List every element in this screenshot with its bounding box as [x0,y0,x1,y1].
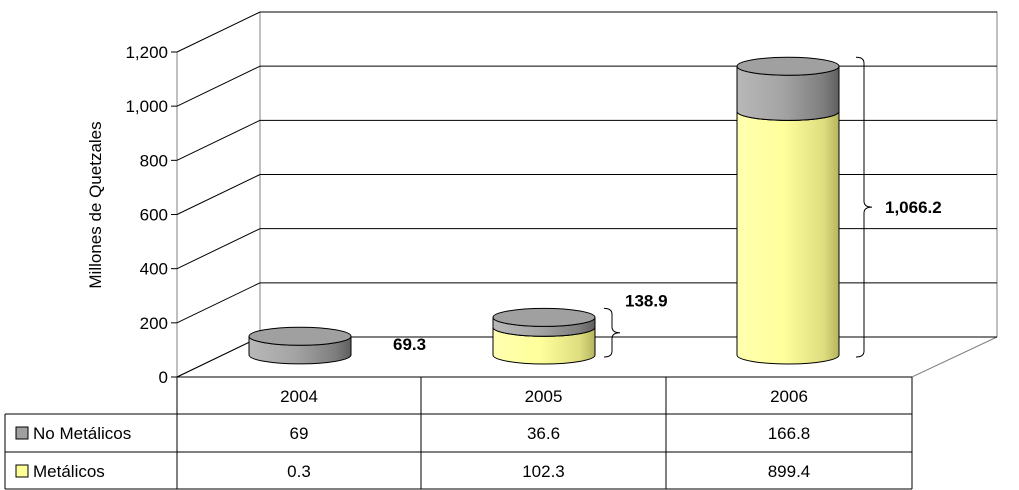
bar-metalicos-2006-side [736,111,840,365]
bars [248,56,840,365]
total-label-2004: 69.3 [393,335,426,354]
table-header-2004: 2004 [280,387,318,406]
y-tick-label: 600 [140,206,168,225]
brace-2006 [855,56,873,358]
y-tick-label: 400 [140,260,168,279]
y-tick-label: 1,200 [125,43,168,62]
legend-label: No Metálicos [33,424,131,443]
y-tick-label: 1,000 [125,97,168,116]
table-cell: 36.6 [527,424,560,443]
y-axis-label: Millones de Quetzales [86,121,105,288]
grid-lines [176,11,997,378]
brace-2005 [603,307,621,358]
table-cell: 69 [290,424,309,443]
y-axis-ticks: 0 200 400 600 800 1,000 1,200 [125,43,177,387]
legend-label: Metálicos [33,462,105,481]
total-label-2005: 138.9 [625,291,668,310]
table-header-2006: 2006 [770,387,808,406]
bar-no-metalicos-2005 [492,307,596,337]
bar-metalicos-2006 [736,101,840,365]
bar-no-metalicos-2004 [248,326,352,365]
bar-no-metalicos-2004-top [248,326,352,346]
y-tick-label: 0 [159,368,168,387]
y-tick-label: 200 [140,314,168,333]
table-cell: 166.8 [768,424,811,443]
gridline-side [176,65,261,107]
gridline-side [176,174,261,215]
data-table: 2004 2005 2006 No Metálicos 69 36.6 166.8 Metál… [4,376,913,490]
gridline-side [176,282,261,324]
gridline-side [176,11,261,53]
legend-swatch [15,464,29,478]
table-cell: 0.3 [287,462,311,481]
table-cell: 899.4 [768,462,811,481]
gridline-side [176,228,261,270]
y-tick-label: 800 [140,151,168,170]
bar-no-metalicos-2006-top [736,56,840,76]
bar-no-metalicos-2005-top [492,307,596,327]
bar-no-metalicos-2006 [736,56,840,121]
total-label-2006: 1,066.2 [885,198,942,217]
gridline-side [176,119,261,161]
annotations: 69.3 138.9 1,066.2 [393,56,942,358]
legend-swatch [15,426,29,440]
table-header-2005: 2005 [525,387,563,406]
table-cell: 102.3 [522,462,565,481]
gridline-side [176,336,261,378]
